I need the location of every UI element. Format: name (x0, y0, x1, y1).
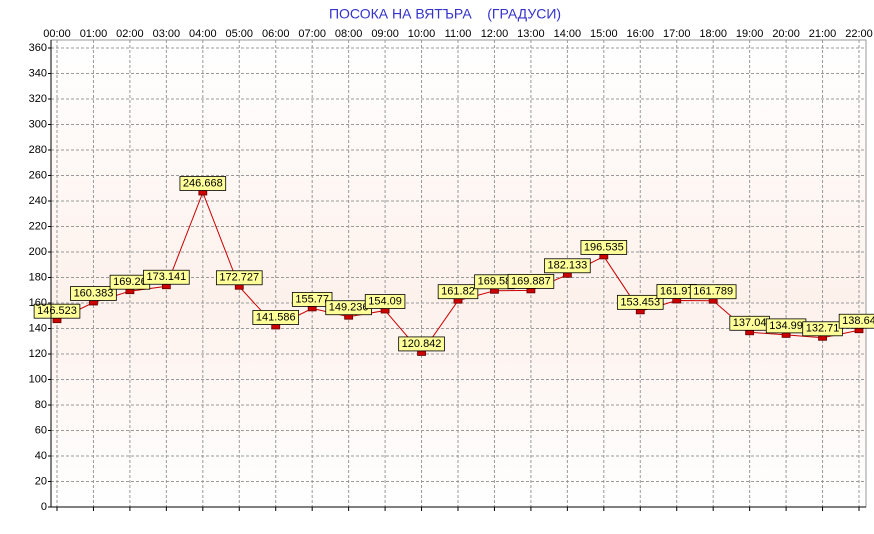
data-label: 154.09 (368, 295, 402, 307)
x-tick-label: 21:00 (809, 28, 837, 40)
data-label-box (507, 273, 555, 289)
y-tick-label: 120 (29, 348, 47, 360)
y-tick-label: 340 (29, 67, 47, 79)
x-tick-label: 17:00 (663, 28, 691, 40)
data-label: 161.82 (441, 286, 475, 298)
data-label: 169.26 (113, 276, 147, 288)
y-tick-label: 100 (29, 373, 47, 385)
x-tick-label: 08:00 (335, 28, 363, 40)
data-label-box (291, 291, 333, 307)
y-tick-label: 300 (29, 118, 47, 130)
x-tick-label: 19:00 (736, 28, 764, 40)
data-label-box (33, 303, 81, 319)
chart-title: ПОСОКА НА ВЯТЪРА (ГРАДУСИ) (329, 6, 561, 22)
x-tick-label: 07:00 (298, 28, 326, 40)
x-tick-label: 02:00 (116, 28, 144, 40)
data-label: 149.236 (329, 302, 369, 314)
x-tick-label: 15:00 (590, 28, 618, 40)
data-label-box (437, 284, 479, 300)
data-label-box (143, 269, 190, 285)
data-label: 161.789 (693, 286, 733, 298)
data-label: 137.04 (733, 317, 767, 329)
x-tick-label: 14:00 (554, 28, 582, 40)
y-tick-label: 260 (29, 169, 47, 181)
data-label-box (179, 176, 227, 191)
data-label: 153.453 (620, 296, 660, 308)
y-tick-label: 0 (41, 501, 47, 513)
x-tick-label: 18:00 (699, 28, 727, 40)
data-label: 172.727 (219, 272, 259, 284)
x-tick-label: 06:00 (262, 28, 290, 40)
y-tick-label: 360 (29, 42, 47, 54)
x-tick-label: 16:00 (627, 28, 655, 40)
x-tick-label: 09:00 (371, 28, 399, 40)
y-tick-label: 60 (35, 424, 47, 436)
y-tick-label: 180 (29, 271, 47, 283)
x-tick-label: 05:00 (226, 28, 254, 40)
data-label: 169.58 (478, 276, 512, 288)
data-label: 120.842 (402, 338, 442, 350)
data-label: 141.586 (256, 311, 296, 323)
y-tick-label: 220 (29, 220, 47, 232)
y-tick-label: 40 (35, 450, 47, 462)
data-label-box (398, 336, 445, 352)
y-tick-label: 160 (29, 297, 47, 309)
data-label: 132.71 (806, 323, 840, 335)
data-label-box (364, 294, 406, 309)
y-tick-label: 20 (35, 475, 47, 487)
data-label: 182.133 (547, 260, 587, 272)
data-label-box (580, 240, 628, 255)
x-tick-label: 04:00 (189, 28, 217, 40)
data-label: 146.523 (37, 305, 77, 317)
y-tick-label: 240 (29, 195, 47, 207)
data-label-box (616, 294, 664, 310)
data-label: 169.887 (511, 275, 551, 287)
data-label-box (215, 270, 263, 286)
x-tick-label: 00:00 (43, 28, 71, 40)
y-tick-label: 320 (29, 93, 47, 105)
data-label-box (70, 286, 117, 301)
data-label: 138.64 (842, 315, 874, 327)
x-tick-label: 03:00 (153, 28, 181, 40)
data-label: 155.77 (295, 293, 329, 305)
x-tick-label: 10:00 (408, 28, 436, 40)
x-tick-label: 12:00 (481, 28, 509, 40)
data-label-box (838, 313, 874, 329)
data-label: 173.141 (146, 271, 186, 283)
y-tick-label: 200 (29, 246, 47, 258)
x-tick-label: 22:00 (845, 28, 873, 40)
x-tick-label: 11:00 (445, 28, 472, 40)
data-label: 160.383 (74, 287, 114, 299)
y-tick-label: 280 (29, 144, 47, 156)
y-tick-label: 140 (29, 322, 47, 334)
data-label-box (689, 284, 737, 300)
data-label: 246.668 (183, 177, 223, 189)
data-label-box (252, 310, 300, 325)
data-label: 161.97 (660, 285, 694, 297)
x-tick-label: 20:00 (772, 28, 800, 40)
data-label: 196.535 (584, 241, 624, 253)
data-label-box (544, 258, 591, 274)
data-label-box (802, 321, 843, 337)
x-tick-label: 13:00 (517, 28, 545, 40)
y-tick-label: 80 (35, 399, 47, 411)
data-label: 134.99 (769, 320, 803, 332)
x-tick-label: 01:00 (80, 28, 108, 40)
